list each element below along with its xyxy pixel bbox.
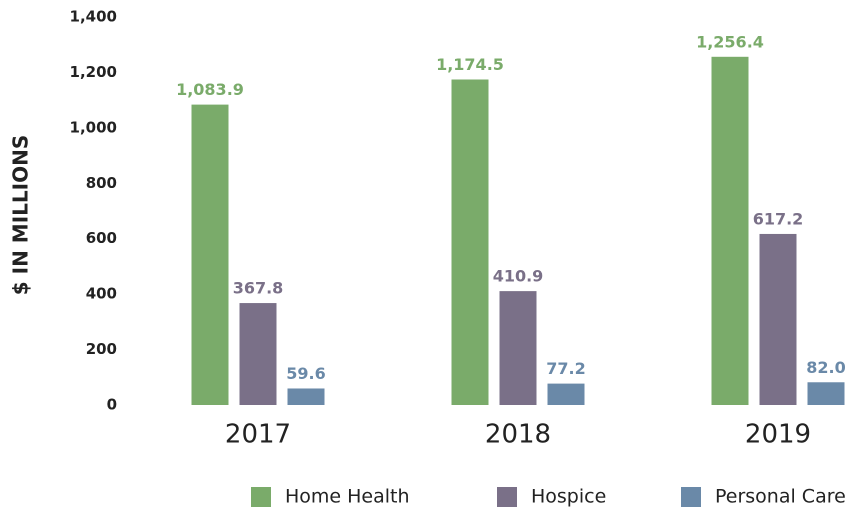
y-tick-label: 1,000: [70, 118, 117, 136]
value-label: 410.9: [493, 267, 544, 286]
bar: [239, 303, 277, 405]
x-tick-label: 2019: [745, 420, 811, 450]
y-tick-label: 400: [86, 285, 117, 303]
bar: [759, 233, 797, 405]
legend-label: Hospice: [531, 486, 606, 508]
value-label: 1,083.9: [176, 80, 244, 99]
value-label: 617.2: [753, 209, 804, 228]
value-label: 59.6: [286, 364, 325, 383]
bar: [287, 388, 325, 405]
bar: [191, 104, 229, 405]
bar: [451, 79, 489, 405]
legend-swatch: [251, 487, 271, 507]
legend-swatch: [497, 487, 517, 507]
legend-label: Personal Care: [715, 486, 846, 508]
value-label: 82.0: [806, 358, 845, 377]
bar: [807, 382, 845, 405]
y-tick-label: 1,400: [70, 8, 117, 26]
bar: [547, 383, 585, 405]
bar: [711, 56, 749, 405]
x-tick-label: 2017: [225, 420, 291, 450]
y-tick-label: 200: [86, 340, 117, 358]
bar: [499, 291, 537, 405]
y-axis-label: $ IN MILLIONS: [9, 135, 33, 295]
legend-swatch: [681, 487, 701, 507]
value-label: 367.8: [233, 279, 284, 298]
x-tick-label: 2018: [485, 420, 551, 450]
value-label: 77.2: [546, 359, 585, 378]
value-label: 1,174.5: [436, 55, 504, 74]
y-tick-label: 600: [86, 229, 117, 247]
y-tick-label: 1,200: [70, 63, 117, 81]
value-label: 1,256.4: [696, 32, 764, 51]
y-tick-label: 0: [107, 396, 117, 414]
legend-label: Home Health: [285, 486, 410, 508]
y-tick-label: 800: [86, 174, 117, 192]
